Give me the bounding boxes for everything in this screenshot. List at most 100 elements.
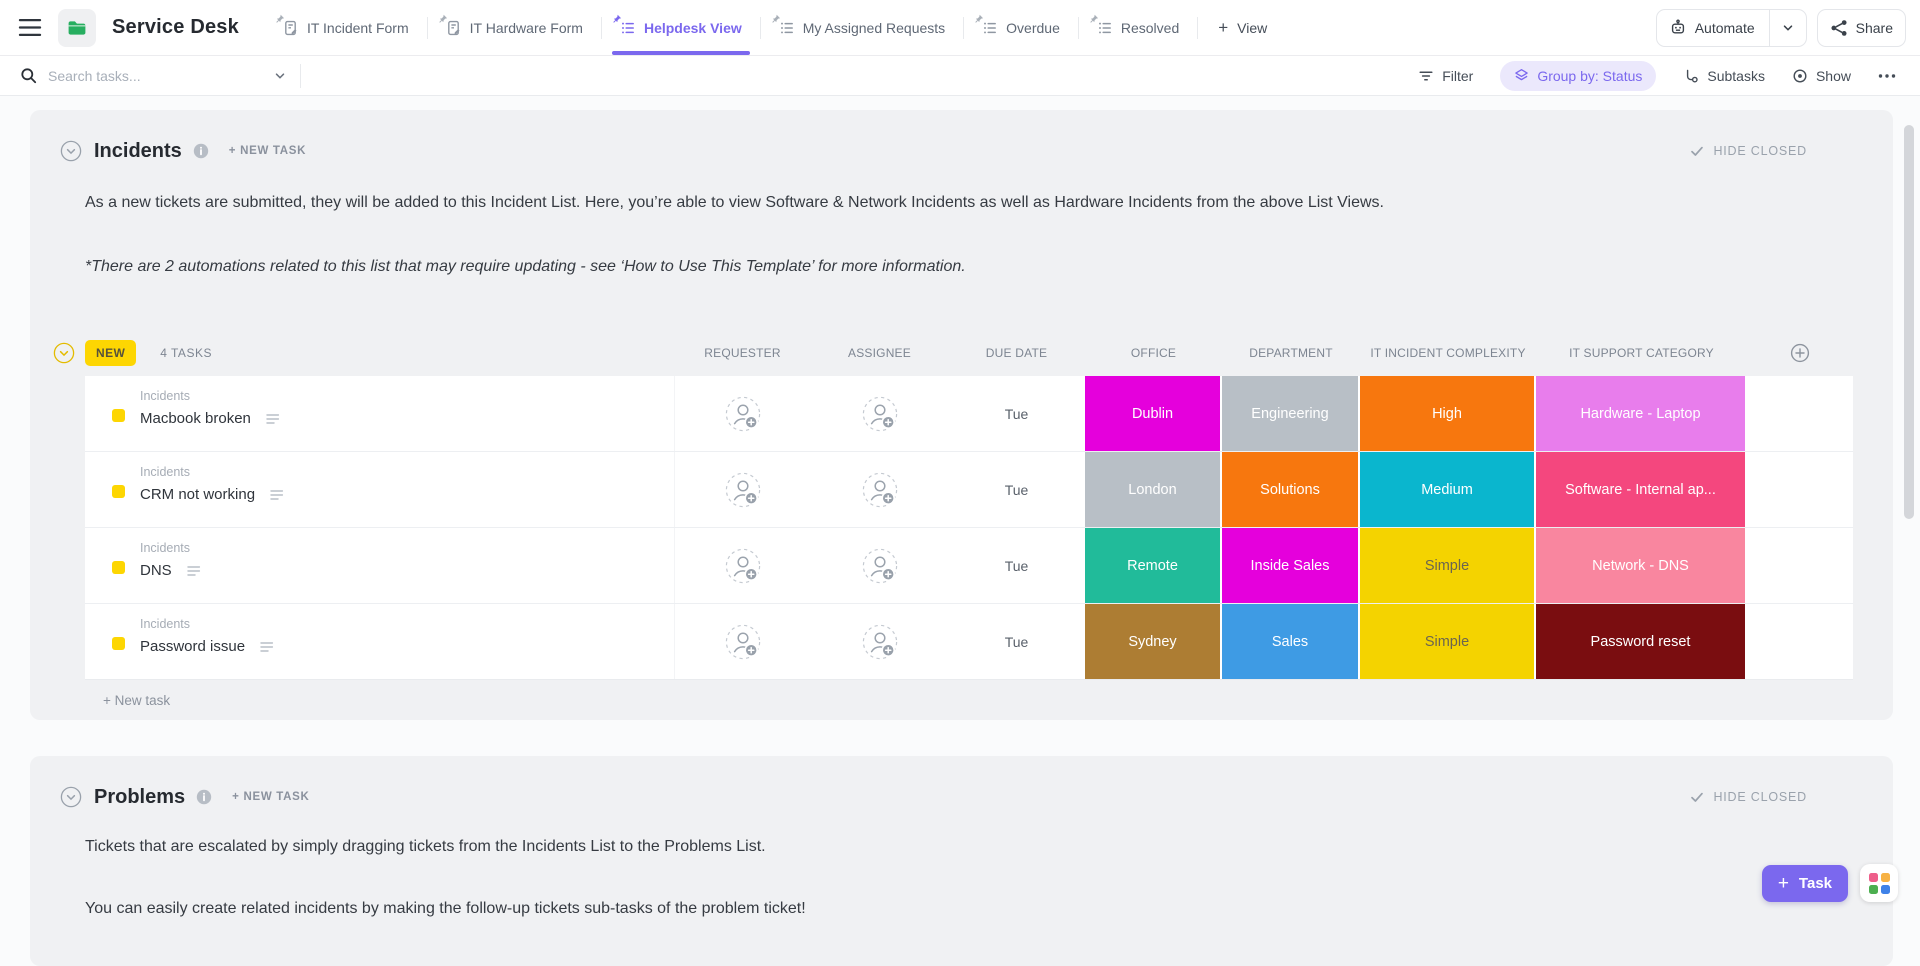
category-value[interactable]: Software - Internal ap...: [1536, 452, 1745, 527]
due-date-cell[interactable]: Tue: [1004, 405, 1029, 422]
tab-it-incident-form[interactable]: IT Incident Form: [265, 0, 427, 55]
task-name[interactable]: DNS: [140, 562, 172, 579]
info-icon[interactable]: [193, 143, 209, 159]
table-row[interactable]: Incidents Macbook broken Tue Dublin Engi…: [85, 376, 1853, 452]
tab-helpdesk-view[interactable]: Helpdesk View: [602, 0, 760, 55]
menu-icon[interactable]: [18, 18, 42, 37]
requester-cell[interactable]: [674, 452, 811, 527]
tab-overdue[interactable]: Overdue: [964, 0, 1078, 55]
add-column-icon[interactable]: [1790, 343, 1810, 363]
category-value[interactable]: Hardware - Laptop: [1536, 376, 1745, 451]
chevron-down-icon[interactable]: [1782, 22, 1794, 34]
due-date-cell[interactable]: Tue: [1004, 481, 1029, 498]
complexity-value[interactable]: High: [1360, 376, 1534, 451]
subtasks-button[interactable]: Subtasks: [1683, 68, 1765, 84]
task-name[interactable]: Password issue: [140, 638, 246, 655]
office-cell: Sydney: [1085, 604, 1222, 679]
add-assignee-icon[interactable]: [725, 396, 761, 432]
tab-my-assigned-requests[interactable]: My Assigned Requests: [761, 0, 963, 55]
share-button[interactable]: Share: [1816, 8, 1906, 47]
table-row[interactable]: Incidents DNS Tue Remote Inside Sales Si…: [85, 528, 1853, 604]
office-value[interactable]: Remote: [1085, 528, 1220, 603]
collapse-chevron-icon[interactable]: [60, 786, 82, 808]
office-value[interactable]: Dublin: [1085, 376, 1220, 451]
add-assignee-icon[interactable]: [725, 548, 761, 584]
column-header-department[interactable]: DEPARTMENT: [1249, 346, 1333, 360]
task-status-icon[interactable]: [112, 561, 125, 574]
task-name[interactable]: CRM not working: [140, 486, 256, 503]
complexity-value[interactable]: Simple: [1360, 528, 1534, 603]
table-row[interactable]: Incidents CRM not working Tue London Sol…: [85, 452, 1853, 528]
hide-closed-toggle[interactable]: HIDE CLOSED: [1690, 790, 1807, 804]
department-value[interactable]: Solutions: [1222, 452, 1358, 527]
requester-cell[interactable]: [674, 604, 811, 679]
complexity-value[interactable]: Simple: [1360, 604, 1534, 679]
subtask-icon: [1683, 68, 1699, 84]
task-status-icon[interactable]: [112, 409, 125, 422]
column-header-requester[interactable]: REQUESTER: [704, 346, 781, 360]
department-value[interactable]: Sales: [1222, 604, 1358, 679]
apps-launcher-button[interactable]: [1860, 864, 1898, 902]
more-options-icon[interactable]: [1878, 73, 1896, 79]
show-button[interactable]: Show: [1792, 68, 1851, 84]
office-value[interactable]: London: [1085, 452, 1220, 527]
info-icon[interactable]: [196, 789, 212, 805]
tab-it-hardware-form[interactable]: IT Hardware Form: [428, 0, 601, 55]
task-name-cell[interactable]: Incidents Password issue: [85, 604, 674, 679]
tab-resolved[interactable]: Resolved: [1079, 0, 1197, 55]
requester-cell[interactable]: [674, 376, 811, 451]
task-status-icon[interactable]: [112, 637, 125, 650]
search-box[interactable]: [20, 67, 286, 84]
group-collapse-chevron-icon[interactable]: [53, 342, 75, 364]
add-task-button[interactable]: + New task: [103, 693, 171, 708]
department-value[interactable]: Inside Sales: [1222, 528, 1358, 603]
search-input[interactable]: [48, 67, 263, 84]
column-header-office[interactable]: OFFICE: [1130, 346, 1177, 360]
add-assignee-icon[interactable]: [862, 624, 898, 660]
automate-button[interactable]: Automate: [1655, 8, 1807, 47]
folder-button[interactable]: [58, 8, 96, 47]
office-value[interactable]: Sydney: [1085, 604, 1220, 679]
column-header-category[interactable]: IT SUPPORT CATEGORY: [1569, 346, 1714, 360]
task-name[interactable]: Macbook broken: [140, 410, 251, 427]
task-info: Incidents CRM not working: [140, 465, 284, 503]
due-date-cell[interactable]: Tue: [1004, 633, 1029, 650]
task-name-cell[interactable]: Incidents CRM not working: [85, 452, 674, 527]
category-value[interactable]: Password reset: [1536, 604, 1745, 679]
category-value[interactable]: Network - DNS: [1536, 528, 1745, 603]
status-badge[interactable]: NEW: [85, 340, 137, 366]
column-header-complexity[interactable]: IT INCIDENT COMPLEXITY: [1370, 346, 1526, 360]
assignee-cell[interactable]: [811, 376, 948, 451]
due-date-cell[interactable]: Tue: [1004, 557, 1029, 574]
table-row[interactable]: Incidents Password issue Tue Sydney Sale…: [85, 604, 1853, 680]
task-name-cell[interactable]: Incidents DNS: [85, 528, 674, 603]
collapse-chevron-icon[interactable]: [60, 140, 82, 162]
department-value[interactable]: Engineering: [1222, 376, 1358, 451]
incidents-section: Incidents + NEW TASK HIDE CLOSED As a ne…: [30, 110, 1893, 720]
add-assignee-icon[interactable]: [862, 396, 898, 432]
column-header-due-date[interactable]: DUE DATE: [985, 346, 1048, 360]
requester-cell[interactable]: [674, 528, 811, 603]
task-status-icon[interactable]: [112, 485, 125, 498]
complexity-value[interactable]: Medium: [1360, 452, 1534, 527]
group-by-button[interactable]: Group by: Status: [1500, 60, 1657, 91]
add-view-button[interactable]: + View: [1198, 18, 1287, 38]
assignee-cell[interactable]: [811, 604, 948, 679]
hide-closed-toggle[interactable]: HIDE CLOSED: [1690, 144, 1807, 158]
vertical-scrollbar[interactable]: [1904, 125, 1914, 519]
assignee-cell[interactable]: [811, 452, 948, 527]
new-task-button[interactable]: + NEW TASK: [232, 791, 310, 803]
filter-button[interactable]: Filter: [1418, 68, 1473, 84]
add-assignee-icon[interactable]: [725, 624, 761, 660]
new-task-button[interactable]: + NEW TASK: [228, 145, 307, 157]
create-task-button[interactable]: + Task: [1761, 865, 1848, 902]
tab-divider: [1197, 16, 1199, 39]
add-assignee-icon[interactable]: [725, 472, 761, 508]
add-assignee-icon[interactable]: [862, 472, 898, 508]
column-header-assignee[interactable]: ASSIGNEE: [848, 346, 911, 360]
add-assignee-icon[interactable]: [862, 548, 898, 584]
chevron-down-icon[interactable]: [274, 70, 286, 82]
tab-label: IT Incident Form: [306, 19, 409, 36]
task-name-cell[interactable]: Incidents Macbook broken: [85, 376, 674, 451]
assignee-cell[interactable]: [811, 528, 948, 603]
